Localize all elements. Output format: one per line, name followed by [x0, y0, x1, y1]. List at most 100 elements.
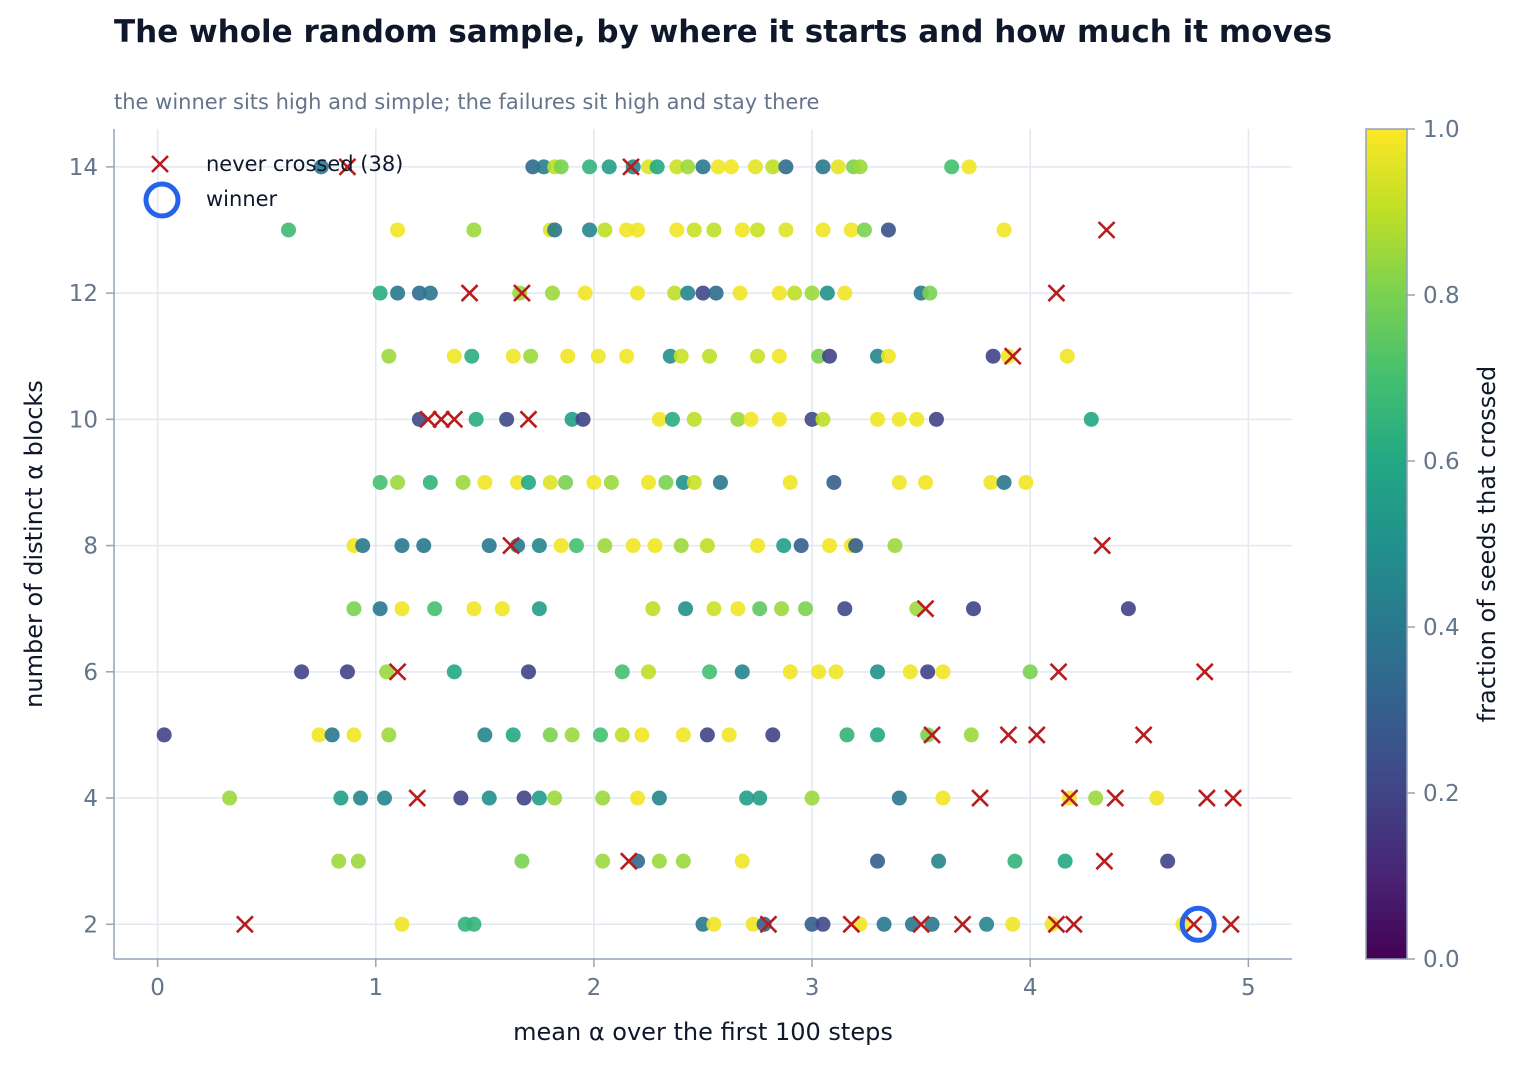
data-point: [553, 159, 569, 175]
data-point: [547, 790, 563, 806]
data-point: [614, 727, 630, 743]
data-point: [355, 538, 371, 554]
data-point: [331, 853, 347, 869]
data-point: [699, 538, 715, 554]
data-point: [876, 916, 892, 932]
legend-winner-marker: [143, 181, 181, 219]
data-point: [963, 727, 979, 743]
data-point: [390, 474, 406, 490]
data-point: [558, 474, 574, 490]
data-point: [542, 474, 558, 490]
data-point: [675, 853, 691, 869]
cross-stroke: [971, 789, 989, 807]
data-point: [1007, 853, 1023, 869]
data-point: [564, 727, 580, 743]
data-point: [350, 853, 366, 869]
never-crossed-point: [1097, 221, 1116, 239]
x-axis-label: mean α over the first 100 steps: [513, 1018, 893, 1046]
y-axis-label: number of distinct α blocks: [20, 380, 48, 708]
data-point: [706, 916, 722, 932]
cross-stroke: [408, 789, 427, 807]
cross-stroke: [1093, 536, 1112, 555]
cross-stroke: [622, 157, 640, 176]
data-point: [935, 790, 951, 806]
never-crossed-point: [1093, 536, 1112, 555]
data-point: [675, 727, 691, 743]
data-point: [468, 411, 484, 427]
data-point: [752, 790, 768, 806]
never-crossed-point: [445, 410, 464, 429]
data-point: [996, 474, 1012, 490]
cross-stroke: [419, 410, 438, 429]
cross-stroke: [338, 157, 357, 176]
data-point: [721, 727, 737, 743]
data-point: [924, 916, 940, 932]
legend: never crossed (38) winner: [143, 152, 403, 219]
data-point: [804, 790, 820, 806]
never-crossed-point: [1198, 789, 1216, 807]
data-point: [377, 790, 393, 806]
never-crossed-point: [1095, 852, 1114, 871]
never-crossed-point: [916, 599, 935, 618]
cross-stroke: [1198, 789, 1216, 807]
chart-title: The whole random sample, by where it sta…: [114, 14, 1333, 50]
data-point: [531, 790, 547, 806]
data-point: [870, 853, 886, 869]
data-point: [782, 474, 798, 490]
data-point: [702, 664, 718, 680]
data-point: [536, 159, 552, 175]
data-point: [750, 348, 766, 364]
cross-stroke: [1003, 347, 1022, 366]
data-point: [745, 916, 761, 932]
data-point: [625, 159, 641, 175]
data-point: [985, 348, 1001, 364]
x-tick-label: 5: [1241, 975, 1256, 1001]
data-point: [390, 222, 406, 238]
data-point: [771, 348, 787, 364]
data-point: [765, 159, 781, 175]
data-point: [1044, 916, 1060, 932]
data-point: [819, 285, 835, 301]
data-point: [778, 159, 794, 175]
colorbar-gradient: [1365, 128, 1408, 960]
never-crossed-point: [513, 284, 531, 303]
data-point: [782, 664, 798, 680]
data-point: [765, 727, 781, 743]
data-point: [667, 285, 683, 301]
data-point: [494, 601, 510, 617]
cross-stroke: [388, 662, 407, 681]
never-crossed-point: [1184, 915, 1203, 934]
data-point: [560, 348, 576, 364]
data-point: [505, 348, 521, 364]
cross-stroke: [1184, 915, 1203, 934]
colorbar-tick-label: 0.0: [1423, 947, 1460, 973]
never-crossed-point: [419, 410, 438, 429]
data-point: [830, 159, 846, 175]
data-point: [1057, 853, 1073, 869]
data-point: [920, 727, 936, 743]
data-point: [880, 222, 896, 238]
data-point: [891, 790, 907, 806]
never-crossed-point: [622, 157, 640, 176]
data-point: [531, 538, 547, 554]
data-point: [776, 538, 792, 554]
data-point: [887, 538, 903, 554]
data-point: [381, 348, 397, 364]
never-crossed-point: [1134, 726, 1153, 744]
y-tick-label: 4: [83, 786, 98, 812]
data-point: [734, 222, 750, 238]
y-tick-label: 6: [83, 660, 98, 686]
data-point: [848, 538, 864, 554]
data-point: [695, 159, 711, 175]
data-point: [870, 727, 886, 743]
data-point: [586, 474, 602, 490]
cross-stroke: [916, 599, 935, 618]
data-point: [603, 474, 619, 490]
data-point: [747, 159, 763, 175]
colorbar-tick-label: 0.8: [1423, 283, 1460, 309]
data-point: [669, 159, 685, 175]
data-point: [678, 601, 694, 617]
data-point: [411, 285, 427, 301]
cross-stroke: [432, 410, 451, 429]
cross-stroke: [513, 284, 531, 303]
